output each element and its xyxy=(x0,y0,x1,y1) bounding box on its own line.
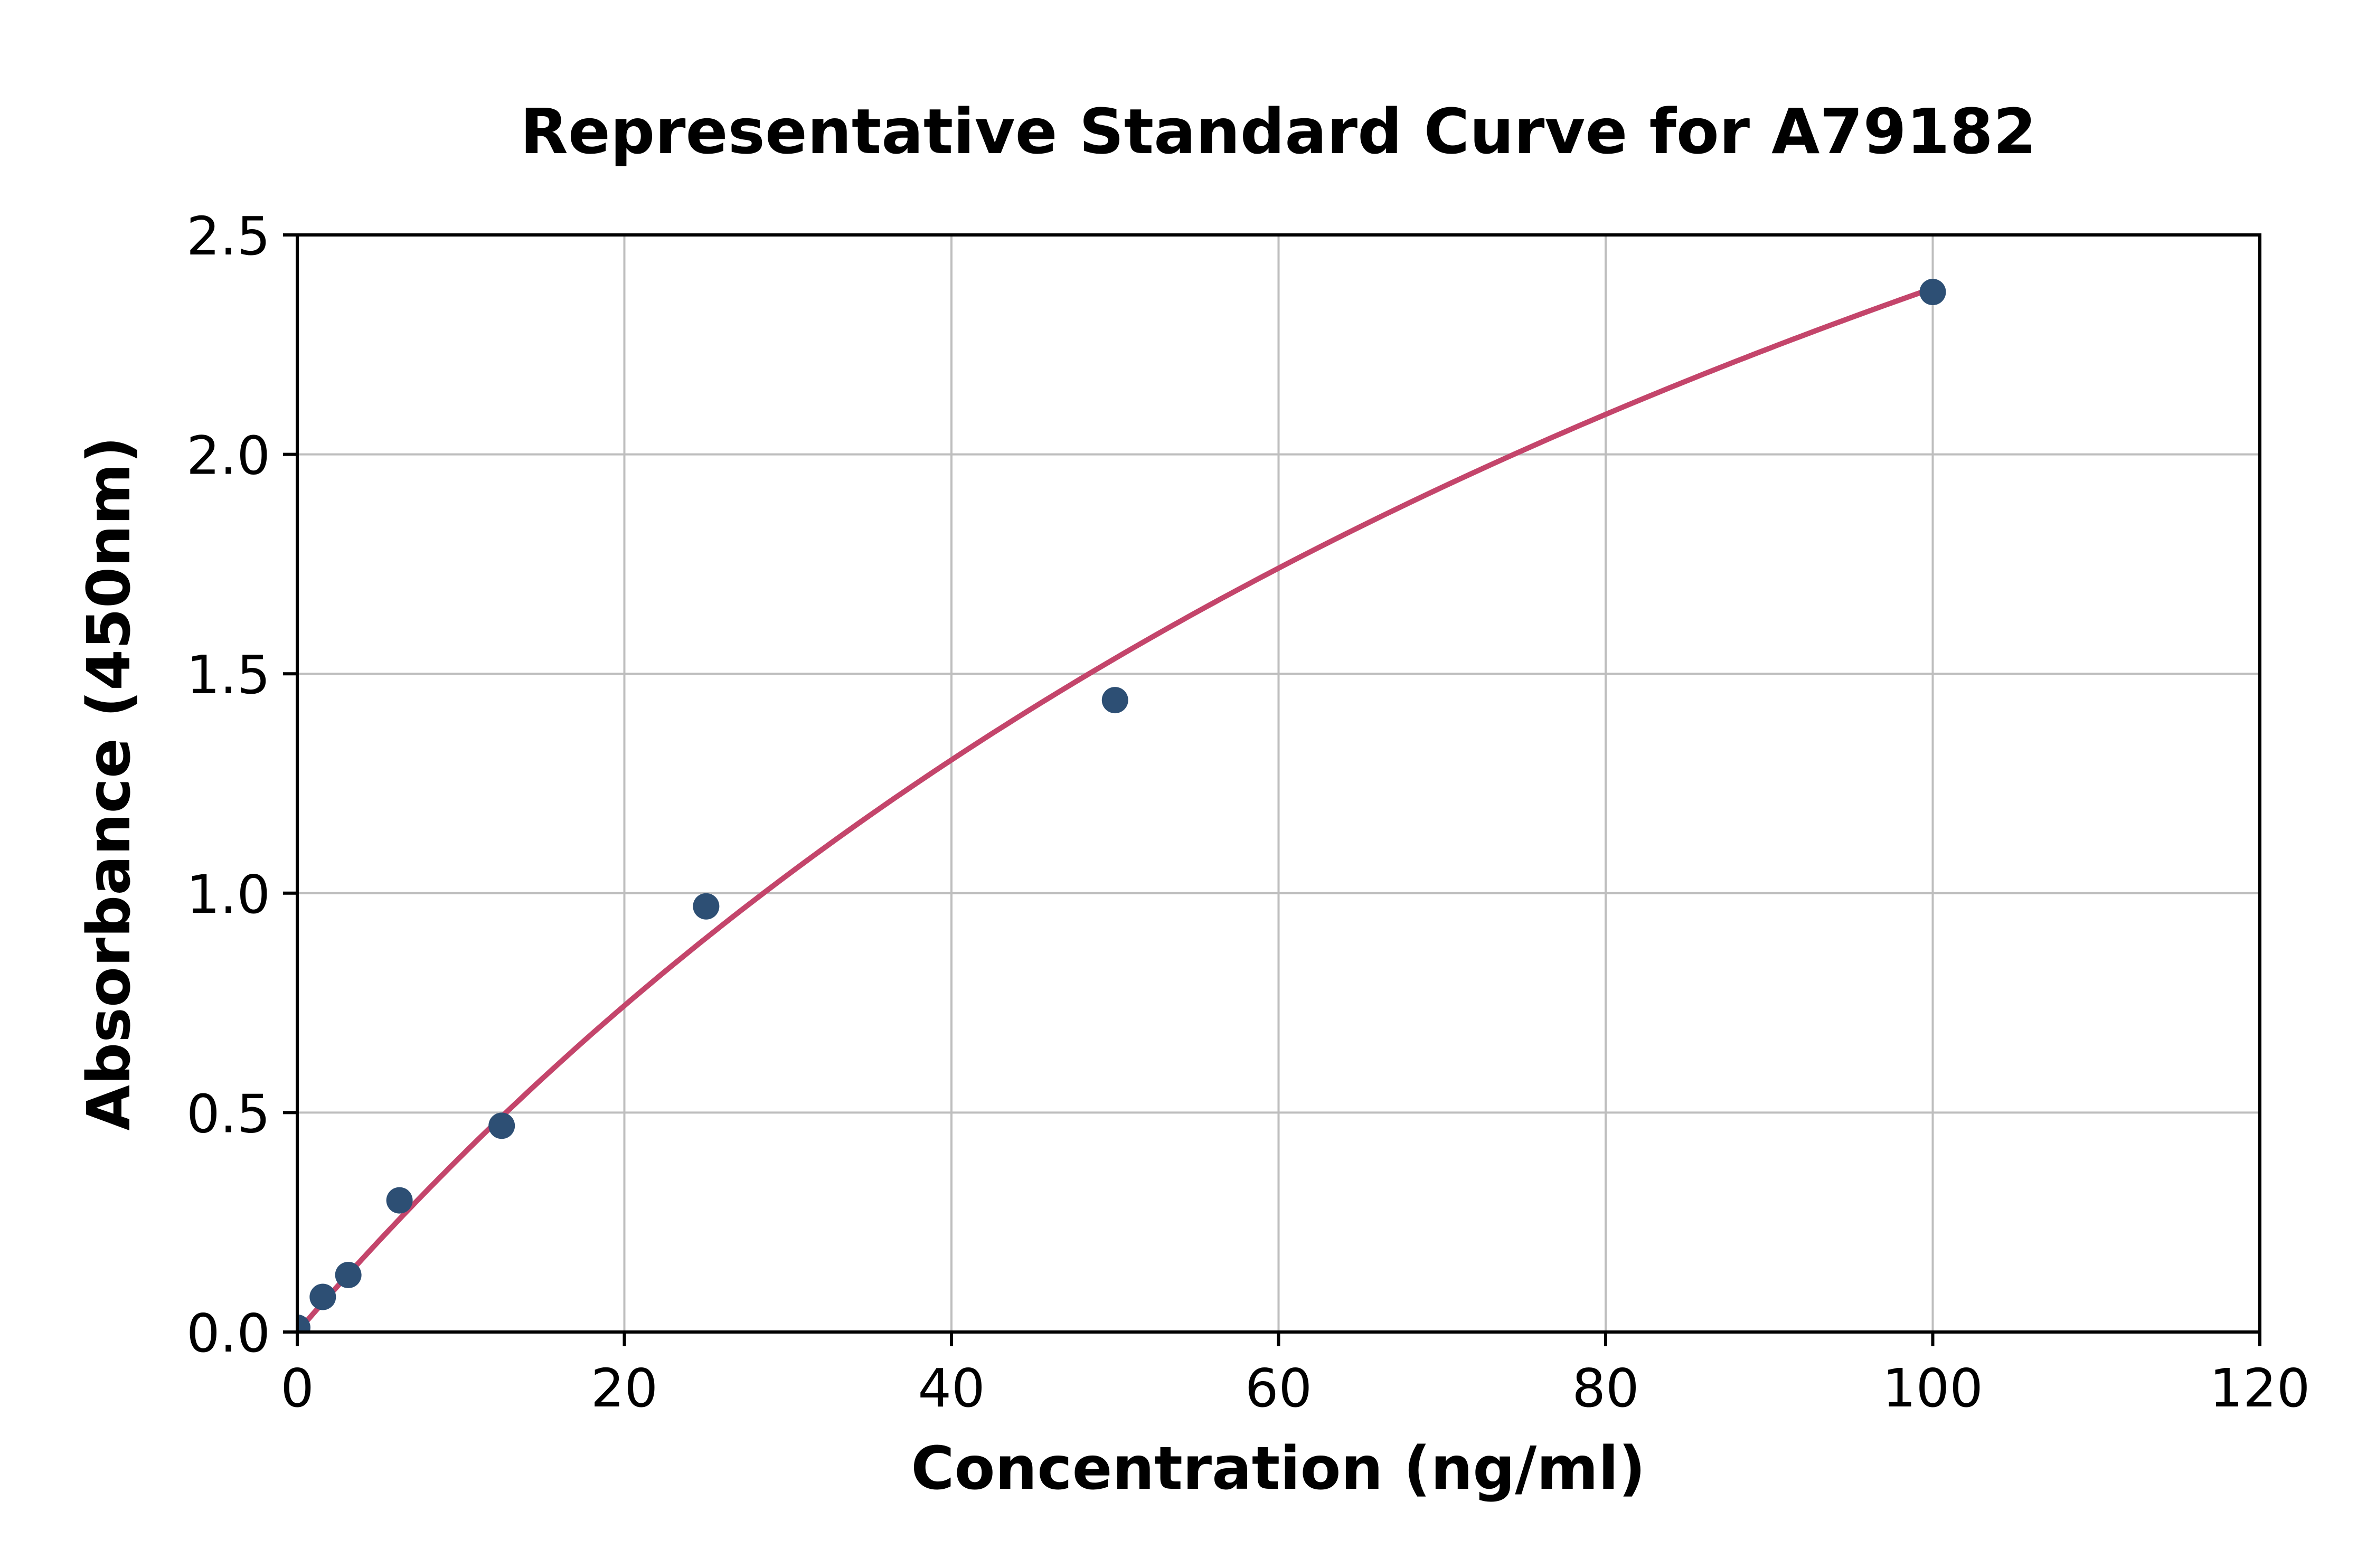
data-point-6.25 xyxy=(386,1187,413,1214)
data-point-25 xyxy=(693,893,720,920)
curve-layer xyxy=(297,286,1936,1332)
data-point-3.12 xyxy=(335,1261,362,1288)
y-tick-label-0.5: 0.5 xyxy=(186,1083,270,1145)
y-tick-label-2: 2.0 xyxy=(186,425,270,487)
y-tick-label-0: 0.0 xyxy=(186,1302,270,1364)
points-layer xyxy=(297,279,1946,1332)
data-point-0 xyxy=(297,1314,310,1332)
data-point-100 xyxy=(1919,279,1946,306)
x-tick-label-120: 120 xyxy=(2210,1357,2311,1419)
axes-layer xyxy=(283,233,2261,1346)
x-tick-label-0: 0 xyxy=(280,1357,314,1419)
x-tick-label-100: 100 xyxy=(1882,1357,1983,1419)
y-tick-label-2.5: 2.5 xyxy=(186,205,270,267)
x-tick-label-40: 40 xyxy=(918,1357,985,1419)
y-axis-label: Absorbance (450nm) xyxy=(75,436,144,1130)
grid-layer xyxy=(296,234,2261,1333)
chart-title: Representative Standard Curve for A79182 xyxy=(520,95,2036,168)
x-tick-label-20: 20 xyxy=(591,1357,658,1419)
x-axis-label: Concentration (ng/ml) xyxy=(911,1434,1645,1503)
plot-box-spines xyxy=(296,233,2261,1334)
fit-curve xyxy=(297,286,1936,1332)
x-tick-label-60: 60 xyxy=(1245,1357,1312,1419)
y-tick-label-1.5: 1.5 xyxy=(186,644,270,706)
tick-labels-layer: 0 20 40 60 80 100 120 0.0 0.5 1.0 1.5 2.0 2.5 xyxy=(186,205,2310,1419)
data-point-50 xyxy=(1101,687,1128,714)
data-point-1.56 xyxy=(309,1283,336,1310)
y-tick-label-1: 1.0 xyxy=(186,864,270,925)
data-point-12.5 xyxy=(488,1112,515,1139)
x-tick-label-80: 80 xyxy=(1572,1357,1639,1419)
